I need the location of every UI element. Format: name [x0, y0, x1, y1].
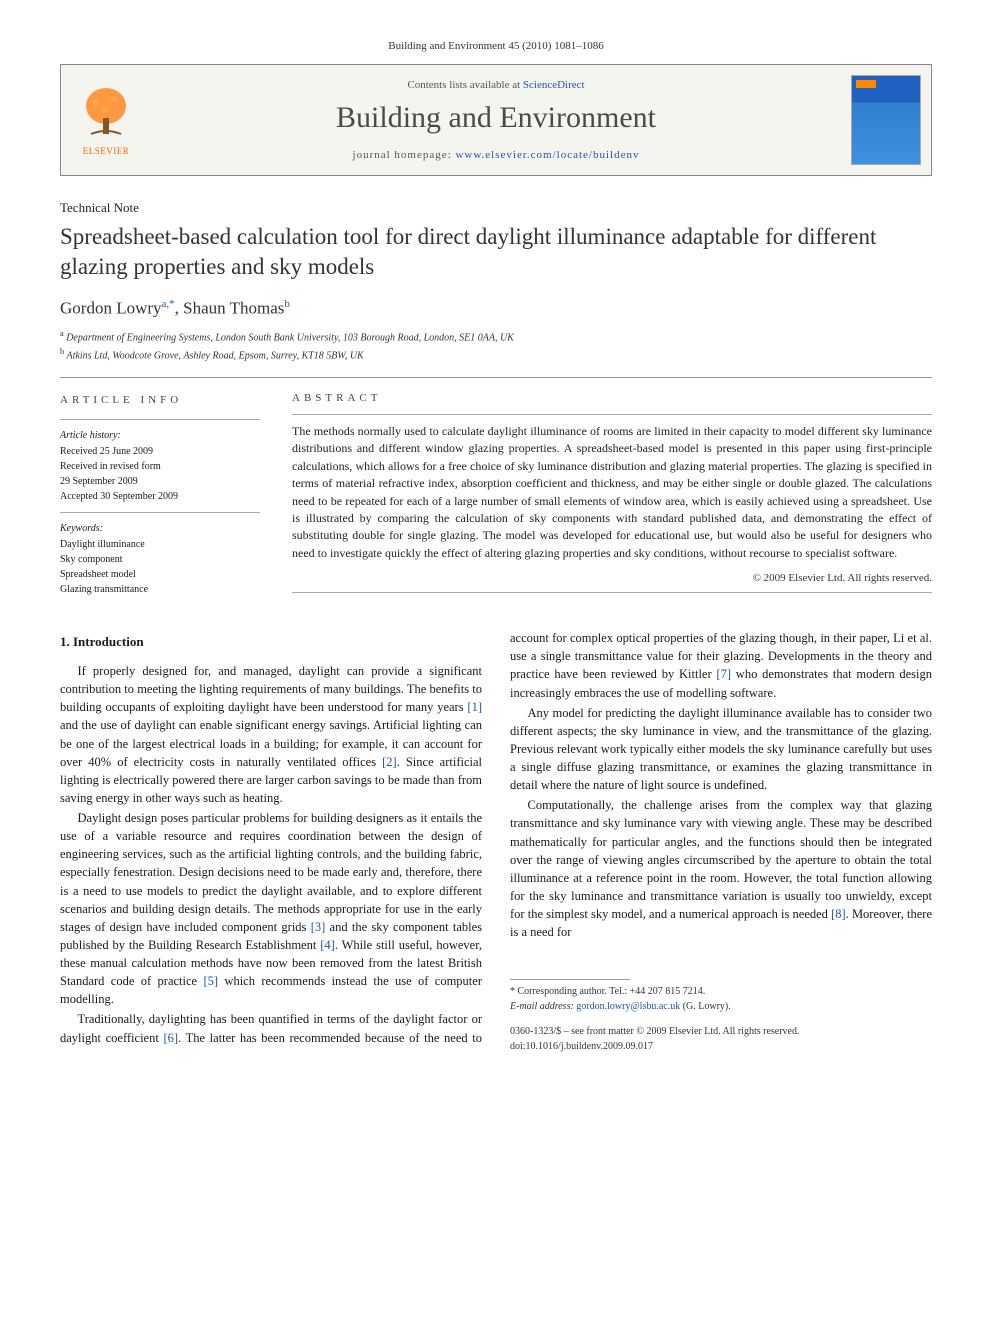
- footer-rule: [510, 979, 630, 980]
- ref-link-1[interactable]: [1]: [467, 700, 482, 714]
- keyword-2: Sky component: [60, 552, 260, 567]
- body-paragraph-2: Daylight design poses particular problem…: [60, 809, 482, 1008]
- ref-link-3[interactable]: [3]: [311, 920, 326, 934]
- journal-cover-thumbnail: [841, 65, 931, 175]
- body-paragraph-1: If properly designed for, and managed, d…: [60, 662, 482, 807]
- body-paragraph-5: Computationally, the challenge arises fr…: [510, 796, 932, 941]
- body-two-column: 1. Introduction If properly designed for…: [60, 629, 932, 1054]
- received-date: Received 25 June 2009: [60, 444, 260, 459]
- abstract-column: ABSTRACT The methods normally used to ca…: [292, 392, 932, 601]
- elsevier-tree-icon: [76, 84, 136, 144]
- ref-link-4[interactable]: [4]: [320, 938, 335, 952]
- corresponding-author-footer: * Corresponding author. Tel.: +44 207 81…: [510, 979, 932, 1054]
- revised-line-1: Received in revised form: [60, 459, 260, 474]
- keyword-3: Spreadsheet model: [60, 567, 260, 582]
- affiliation-b: b Atkins Ltd, Woodcote Grove, Ashley Roa…: [60, 346, 932, 363]
- ref-link-5[interactable]: [5]: [203, 974, 218, 988]
- abstract-copyright: © 2009 Elsevier Ltd. All rights reserved…: [292, 572, 932, 584]
- affil-sup-a: a: [60, 329, 64, 338]
- contents-available-line: Contents lists available at ScienceDirec…: [159, 79, 833, 91]
- publisher-name: ELSEVIER: [83, 146, 130, 156]
- info-abstract-row: ARTICLE INFO Article history: Received 2…: [60, 392, 932, 601]
- ref-link-8[interactable]: [8]: [831, 907, 846, 921]
- author-2-affil-sup: b: [284, 298, 290, 310]
- corresponding-email-link[interactable]: gordon.lowry@lsbu.ac.uk: [576, 1001, 680, 1012]
- accepted-date: Accepted 30 September 2009: [60, 489, 260, 504]
- ref-link-7[interactable]: [7]: [716, 667, 731, 681]
- cover-image: [851, 75, 921, 165]
- journal-header-box: ELSEVIER Contents lists available at Sci…: [60, 64, 932, 176]
- affil-sup-b: b: [60, 347, 64, 356]
- doi-line: doi:10.1016/j.buildenv.2009.09.017: [510, 1039, 932, 1054]
- article-history-label: Article history:: [60, 428, 260, 443]
- divider-rule: [60, 377, 932, 378]
- journal-homepage-link[interactable]: www.elsevier.com/locate/buildenv: [455, 149, 639, 161]
- affil-text-a: Department of Engineering Systems, Londo…: [66, 333, 514, 344]
- citation-line: Building and Environment 45 (2010) 1081–…: [60, 40, 932, 52]
- header-center: Contents lists available at ScienceDirec…: [151, 65, 841, 175]
- corresponding-author-line: * Corresponding author. Tel.: +44 207 81…: [510, 984, 932, 999]
- author-1: Gordon Lowry: [60, 298, 162, 317]
- article-title: Spreadsheet-based calculation tool for d…: [60, 222, 932, 282]
- ref-link-2[interactable]: [2]: [382, 755, 397, 769]
- article-info-column: ARTICLE INFO Article history: Received 2…: [60, 392, 260, 601]
- section-1-heading: 1. Introduction: [60, 633, 482, 652]
- abstract-bottom-rule: [292, 592, 932, 593]
- homepage-prefix: journal homepage:: [353, 149, 456, 161]
- journal-homepage-line: journal homepage: www.elsevier.com/locat…: [159, 149, 833, 161]
- sciencedirect-link[interactable]: ScienceDirect: [523, 79, 585, 91]
- affil-text-b: Atkins Ltd, Woodcote Grove, Ashley Road,…: [67, 350, 364, 361]
- article-info-heading: ARTICLE INFO: [60, 392, 260, 409]
- issn-copyright-line: 0360-1323/$ – see front matter © 2009 El…: [510, 1024, 932, 1039]
- author-list: Gordon Lowrya,*, Shaun Thomasb: [60, 298, 932, 319]
- email-line: E-mail address: gordon.lowry@lsbu.ac.uk …: [510, 999, 932, 1014]
- info-rule-2: [60, 512, 260, 513]
- abstract-text: The methods normally used to calculate d…: [292, 423, 932, 562]
- keyword-1: Daylight illuminance: [60, 537, 260, 552]
- body-paragraph-4: Any model for predicting the daylight il…: [510, 704, 932, 795]
- keyword-4: Glazing transmittance: [60, 582, 260, 597]
- abstract-heading: ABSTRACT: [292, 392, 932, 404]
- article-type: Technical Note: [60, 200, 932, 216]
- contents-prefix: Contents lists available at: [407, 79, 522, 91]
- ref-link-6[interactable]: [6]: [163, 1031, 178, 1045]
- affiliations: a Department of Engineering Systems, Lon…: [60, 328, 932, 363]
- author-1-affil-sup: a,*: [162, 298, 175, 310]
- keywords-label: Keywords:: [60, 521, 260, 536]
- info-rule-1: [60, 419, 260, 420]
- email-suffix: (G. Lowry).: [680, 1001, 731, 1012]
- email-label: E-mail address:: [510, 1001, 576, 1012]
- author-2: Shaun Thomas: [183, 298, 284, 317]
- publisher-logo: ELSEVIER: [61, 65, 151, 175]
- journal-name: Building and Environment: [159, 101, 833, 135]
- abstract-rule: [292, 414, 932, 415]
- revised-date: 29 September 2009: [60, 474, 260, 489]
- affiliation-a: a Department of Engineering Systems, Lon…: [60, 328, 932, 345]
